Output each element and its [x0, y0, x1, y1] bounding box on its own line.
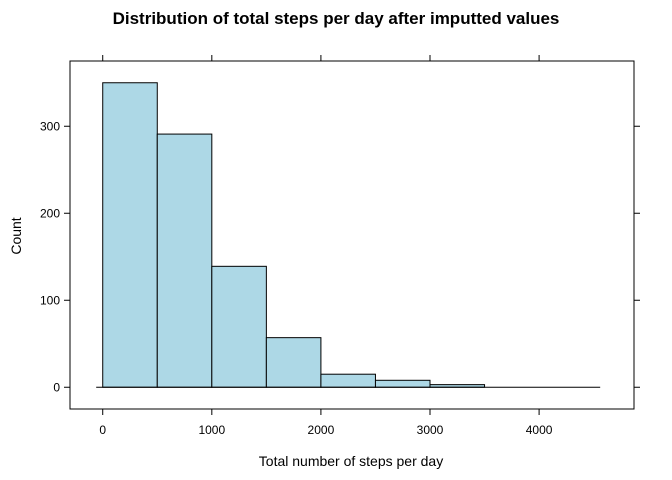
- histogram-bar-3: [211, 265, 267, 388]
- histogram-bar-2: [156, 133, 213, 388]
- bars-group: [102, 82, 486, 388]
- histogram-bar-1: [102, 82, 158, 388]
- histogram-bar-4: [265, 337, 322, 388]
- x-tick-label: 0: [99, 423, 106, 437]
- histogram-bar-6: [374, 379, 431, 388]
- y-tick-label: 0: [53, 380, 60, 394]
- chart-title: Distribution of total steps per day afte…: [113, 9, 560, 28]
- x-tick-label: 1000: [198, 423, 225, 437]
- histogram-bar-5: [320, 373, 376, 388]
- y-axis-label: Count: [8, 217, 24, 254]
- y-tick-label: 200: [40, 206, 60, 220]
- plot-frame: [69, 60, 635, 410]
- y-tick-label: 300: [40, 119, 60, 133]
- y-axis-label-group: Count: [8, 217, 24, 254]
- ticks-group: 0 1000 2000 3000 4000 0 100 200 300: [40, 55, 640, 437]
- x-tick-label: 3000: [417, 423, 444, 437]
- x-tick-label: 4000: [526, 423, 553, 437]
- y-tick-label: 100: [40, 293, 60, 307]
- x-tick-label: 2000: [308, 423, 335, 437]
- x-axis-label: Total number of steps per day: [259, 453, 443, 469]
